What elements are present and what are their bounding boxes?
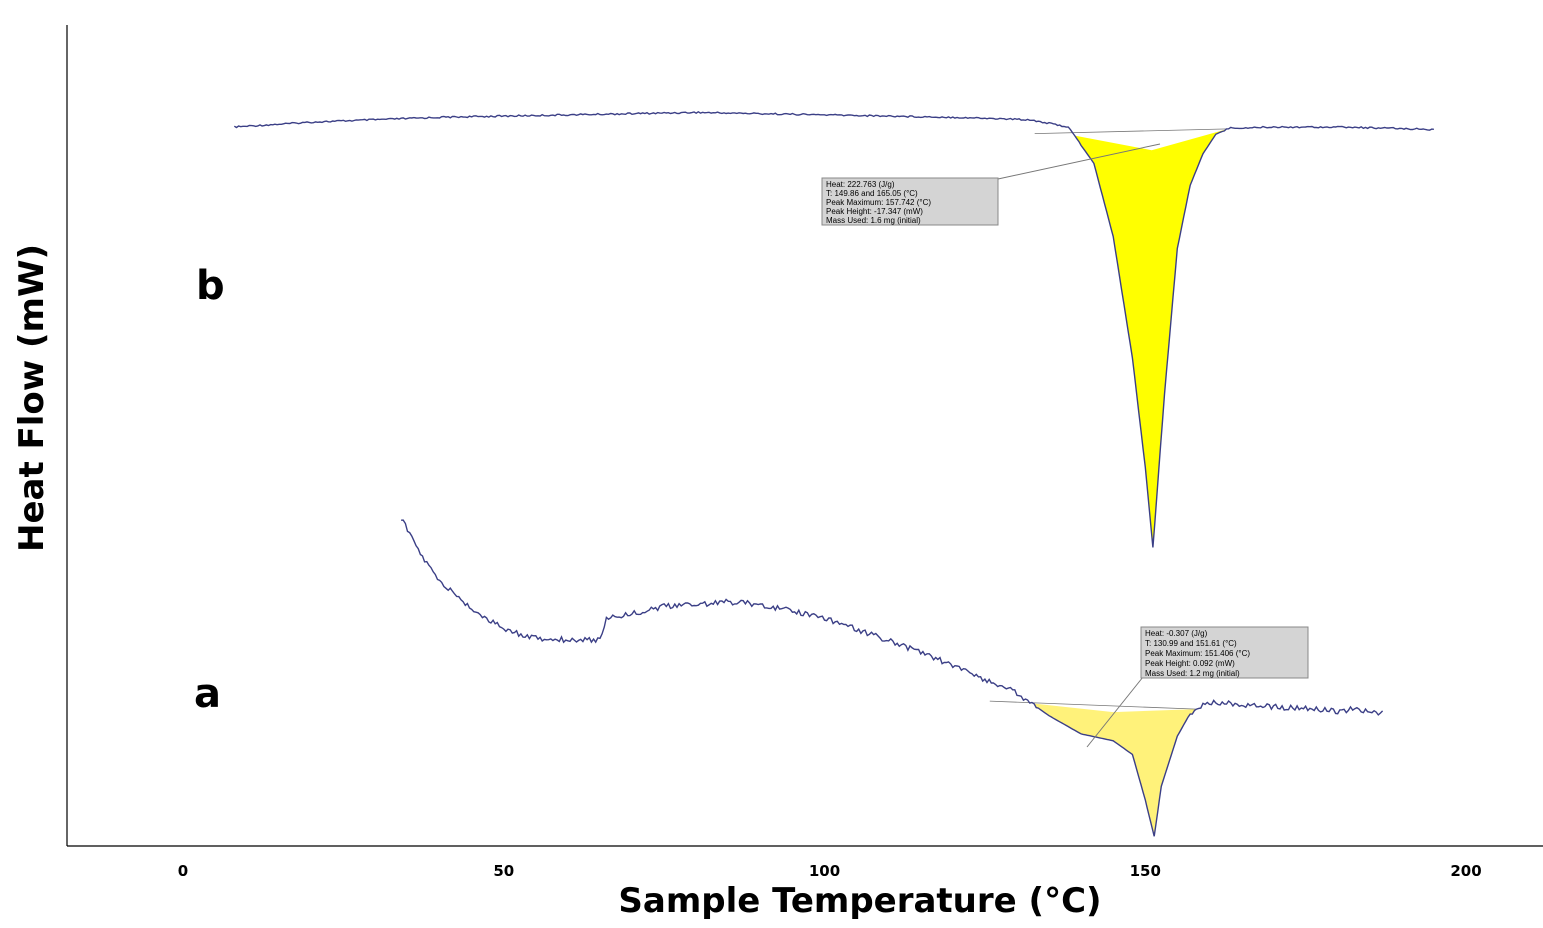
annotation-bg-a	[1140, 626, 1309, 679]
annotation-leader-b	[997, 143, 1161, 180]
annotation-bg-b	[821, 177, 999, 226]
series-line-b	[233, 110, 1434, 548]
x-tick-labels: 0 50 100 150 200	[178, 862, 1482, 880]
peak-baseline-b	[1034, 128, 1229, 135]
x-tick-label: 50	[493, 862, 514, 880]
annotation-b-line-4: Peak Height: -17.347 (mW)	[826, 207, 923, 216]
peak-fill-b	[1074, 128, 1229, 548]
x-tick-label: 100	[809, 862, 840, 880]
series-label-b: b	[196, 263, 225, 309]
y-axis-title: Heat Flow (mW)	[12, 244, 52, 552]
x-tick-label: 200	[1450, 862, 1481, 880]
peak-fill-a	[1029, 702, 1197, 837]
annotation-a-line-3: Peak Maximum: 151.406 (°C)	[1145, 649, 1250, 658]
peak-baseline-a	[989, 700, 1197, 710]
x-tick-label: 150	[1130, 862, 1161, 880]
x-axis-title: Sample Temperature (°C)	[618, 881, 1101, 921]
annotation-a-line-2: T: 130.99 and 151.61 (°C)	[1145, 639, 1237, 648]
series-line-a	[401, 519, 1384, 837]
annotation-box-b: Heat: 222.763 (J/g) T: 149.86 and 165.05…	[821, 143, 1161, 226]
annotation-b-line-2: T: 149.86 and 165.05 (°C)	[826, 189, 918, 198]
x-tick-label: 0	[178, 862, 188, 880]
series-label-a: a	[194, 671, 221, 717]
annotation-b-line-3: Peak Maximum: 157.742 (°C)	[826, 198, 931, 207]
series-layer	[233, 110, 1434, 837]
annotation-leader-a	[1086, 676, 1144, 748]
annotation-a-line-1: Heat: -0.307 (J/g)	[1145, 629, 1208, 638]
annotation-a-line-4: Peak Height: 0.092 (mW)	[1145, 659, 1235, 668]
annotation-a-line-5: Mass Used: 1.2 mg (initial)	[1145, 669, 1240, 678]
annotation-box-a: Heat: -0.307 (J/g) T: 130.99 and 151.61 …	[1086, 626, 1309, 748]
annotation-b-line-1: Heat: 222.763 (J/g)	[826, 180, 895, 189]
annotation-b-line-5: Mass Used: 1.6 mg (initial)	[826, 216, 921, 225]
